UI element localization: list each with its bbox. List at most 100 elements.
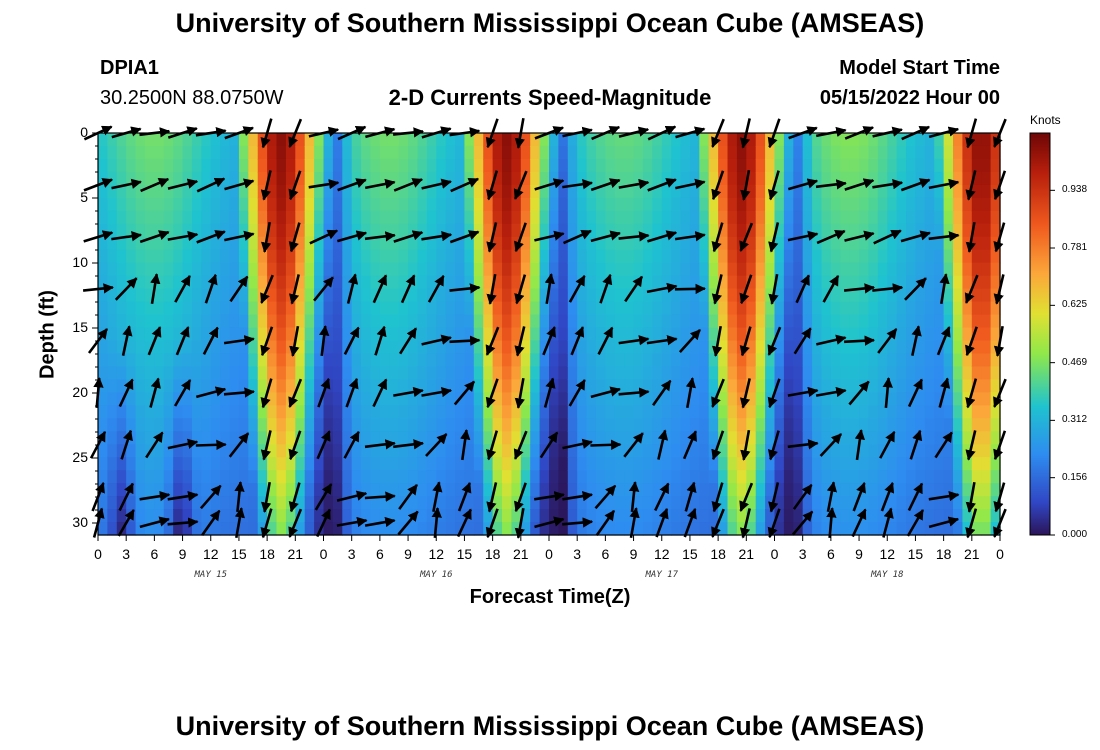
heatmap-cell	[285, 366, 296, 380]
heatmap-cell	[342, 145, 353, 160]
heatmap-cell	[398, 223, 409, 238]
current-vector-arrow	[453, 380, 476, 406]
heatmap-cell	[248, 392, 259, 406]
heatmap-cell	[812, 457, 823, 471]
heatmap-cell	[163, 444, 174, 458]
heatmap-cell	[671, 418, 682, 432]
heatmap-cell	[896, 457, 907, 471]
heatmap-cell	[755, 210, 766, 225]
heatmap-cell	[586, 353, 597, 368]
heatmap-cell	[812, 145, 823, 160]
heatmap-cell	[436, 249, 447, 264]
heatmap-cell	[896, 522, 907, 536]
heatmap-cell	[699, 275, 710, 290]
heatmap-cell	[107, 457, 118, 471]
heatmap-cell	[408, 197, 419, 212]
heatmap-cell	[924, 483, 935, 497]
current-vector-arrow	[599, 273, 613, 304]
heatmap-cell	[624, 275, 635, 290]
x-tick-label: 6	[375, 546, 384, 562]
heatmap-cell	[276, 483, 287, 497]
heatmap-cell	[680, 223, 691, 238]
heatmap-cell	[492, 145, 503, 160]
heatmap-cell	[520, 171, 531, 186]
heatmap-cell	[314, 171, 325, 186]
heatmap-cell	[586, 483, 597, 497]
heatmap-cell	[661, 262, 672, 277]
heatmap-cell	[107, 275, 118, 290]
heatmap-cell	[671, 301, 682, 316]
heatmap-cell	[191, 327, 202, 342]
heatmap-cell	[248, 301, 259, 316]
heatmap-cell	[408, 496, 419, 510]
heatmap-cell	[389, 158, 400, 173]
heatmap-cell	[953, 418, 964, 432]
heatmap-cell	[370, 275, 381, 290]
heatmap-cell	[671, 197, 682, 212]
current-vector-arrow	[485, 378, 499, 409]
heatmap-cell	[520, 314, 531, 329]
heatmap-cell	[191, 158, 202, 173]
heatmap-cell	[163, 210, 174, 225]
colorbar-tick-label: 0.156	[1062, 471, 1088, 483]
heatmap-cell	[953, 483, 964, 497]
heatmap-cell	[511, 275, 522, 290]
heatmap-cell	[765, 301, 776, 316]
heatmap-cell	[953, 145, 964, 160]
heatmap-cell	[840, 418, 851, 432]
heatmap-cell	[971, 184, 982, 199]
heatmap-cell	[642, 262, 653, 277]
heatmap-cell	[191, 288, 202, 303]
heatmap-cell	[379, 223, 390, 238]
heatmap-cell	[539, 133, 550, 147]
heatmap-cell	[887, 301, 898, 316]
heatmap-cell	[144, 275, 155, 290]
heatmap-cell	[332, 133, 343, 147]
heatmap-cell	[520, 184, 531, 199]
heatmap-cell	[267, 431, 278, 445]
heatmap-cell	[276, 158, 287, 173]
heatmap-cell	[332, 314, 343, 329]
heatmap-cell	[943, 314, 954, 329]
heatmap-cell	[267, 496, 278, 510]
heatmap-cell	[661, 405, 672, 419]
heatmap-cell	[577, 236, 588, 251]
heatmap-cell	[746, 223, 757, 238]
heatmap-cell	[718, 392, 729, 406]
current-vector-arrow	[393, 439, 425, 450]
heatmap-cell	[877, 327, 888, 342]
current-vector-arrow	[346, 273, 359, 304]
heatmap-cell	[953, 133, 964, 147]
current-vector-arrow	[201, 509, 221, 537]
heatmap-cell	[830, 327, 841, 342]
heatmap-cell	[295, 366, 306, 380]
heatmap-cell	[285, 470, 296, 484]
heatmap-cell	[426, 249, 437, 264]
heatmap-cell	[135, 457, 146, 471]
heatmap-cell	[144, 470, 155, 484]
heatmap-cell	[323, 340, 334, 355]
heatmap-cell	[436, 418, 447, 432]
heatmap-cell	[135, 379, 146, 393]
heatmap-cell	[408, 444, 419, 458]
heatmap-cell	[962, 457, 973, 471]
heatmap-cell	[981, 379, 992, 393]
heatmap-cell	[549, 405, 559, 419]
heatmap-cell	[783, 509, 794, 523]
heatmap-cell	[605, 249, 616, 264]
heatmap-cell	[267, 184, 278, 199]
heatmap-cell	[577, 262, 588, 277]
heatmap-cell	[238, 353, 249, 368]
heatmap-cell	[774, 418, 785, 432]
heatmap-cell	[464, 197, 475, 212]
heatmap-cell	[971, 366, 982, 380]
heatmap-cell	[530, 418, 541, 432]
heatmap-cell	[539, 340, 550, 355]
heatmap-cell	[455, 379, 466, 393]
heatmap-cell	[473, 340, 484, 355]
heatmap-cell	[802, 366, 813, 380]
heatmap-cell	[342, 197, 353, 212]
current-vector-arrow	[317, 377, 331, 408]
heatmap-cell	[304, 133, 315, 147]
heatmap-cell	[520, 353, 531, 368]
